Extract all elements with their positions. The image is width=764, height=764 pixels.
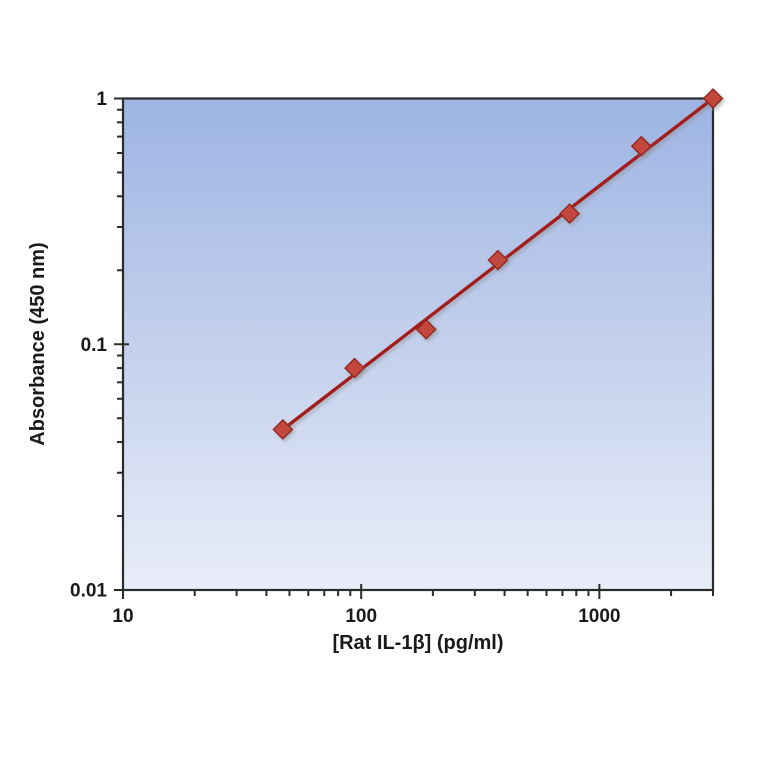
y-tick-label: 0.01: [70, 581, 107, 602]
y-axis-title: Absorbance (450 nm): [27, 242, 49, 446]
data-point-2: [344, 357, 365, 379]
x-axis-title: [Rat IL-1β] (pg/ml): [332, 632, 504, 654]
y-tick-label: 0.1: [81, 335, 108, 356]
data-point-3: [415, 318, 437, 340]
x-tick-label: 10: [112, 606, 133, 627]
data-point-7: [702, 88, 724, 109]
plot-area: [121, 97, 715, 592]
x-tick-label: 100: [345, 606, 377, 627]
data-point-4: [487, 249, 509, 271]
y-tick-label: 1: [96, 89, 107, 110]
data-point-1: [272, 419, 294, 440]
x-tick-label: 1000: [578, 606, 620, 627]
data-point-6: [630, 135, 652, 157]
data-point-5: [559, 203, 581, 225]
